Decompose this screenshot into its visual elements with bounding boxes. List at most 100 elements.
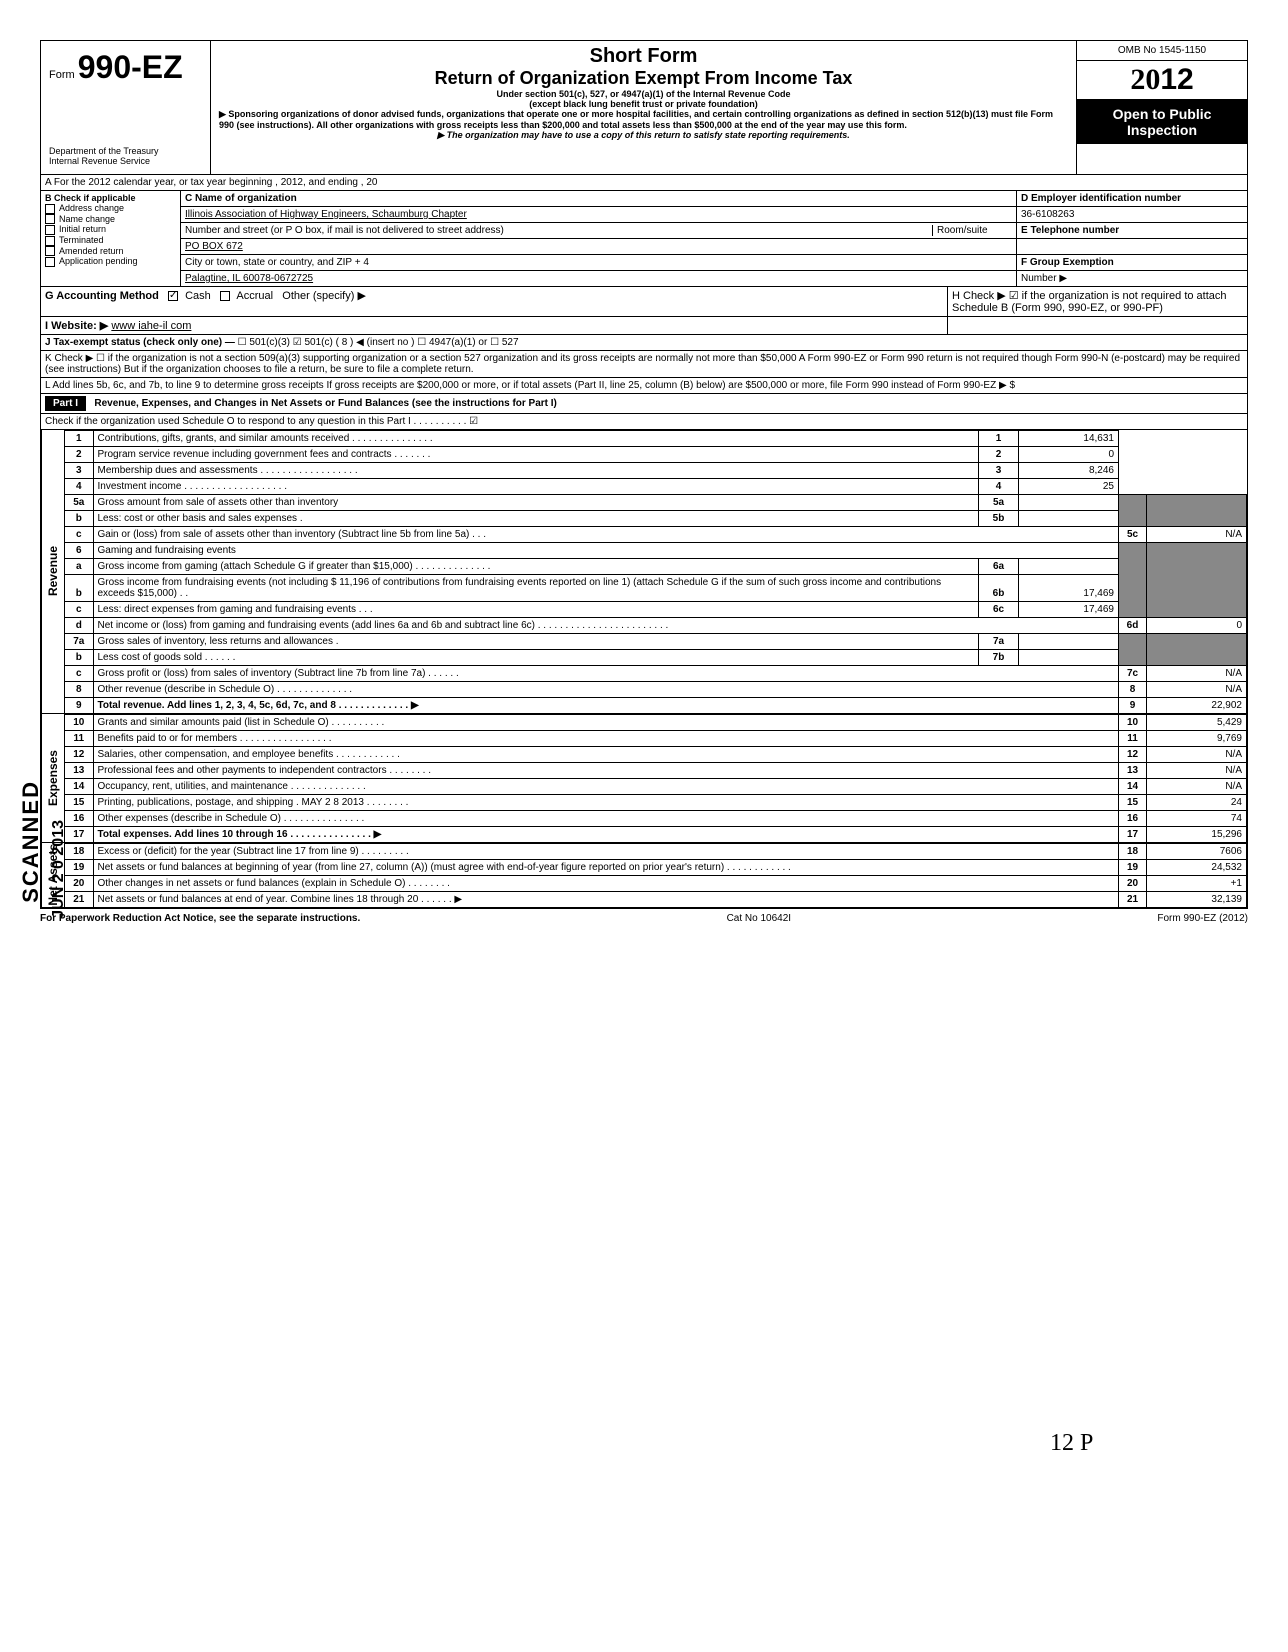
scanned-stamp: SCANNED — [18, 780, 44, 903]
part1-check-o: Check if the organization used Schedule … — [41, 414, 1247, 430]
revenue-side-label: Revenue — [41, 430, 65, 714]
section-k: K Check ▶ ☐ if the organization is not a… — [41, 351, 1247, 378]
city-value: Palagtine, IL 60078-0672725 — [181, 271, 1016, 286]
line-6d: dNet income or (loss) from gaming and fu… — [65, 618, 1247, 634]
line-5c: cGain or (loss) from sale of assets othe… — [65, 527, 1247, 543]
title-cell: Short Form Return of Organization Exempt… — [211, 41, 1077, 174]
room-label: Room/suite — [932, 225, 1012, 236]
section-h: H Check ▶ ☑ if the organization is not r… — [947, 287, 1247, 316]
line-6c: cLess: direct expenses from gaming and f… — [65, 602, 1247, 618]
line-16: 16Other expenses (describe in Schedule O… — [65, 811, 1247, 827]
line-6b: bGross income from fundraising events (n… — [65, 575, 1247, 602]
section-l: L Add lines 5b, 6c, and 7b, to line 9 to… — [41, 378, 1247, 394]
line-12: 12Salaries, other compensation, and empl… — [65, 747, 1247, 763]
accrual-label: Accrual — [236, 290, 273, 302]
dept-irs: Internal Revenue Service — [49, 156, 202, 166]
header-row: Form 990-EZ Department of the Treasury I… — [41, 41, 1247, 175]
section-b: B Check if applicable Address change Nam… — [41, 191, 181, 286]
line-3: 3Membership dues and assessments . . . .… — [65, 463, 1247, 479]
line-6a: aGross income from gaming (attach Schedu… — [65, 559, 1247, 575]
section-c: C Name of organization Illinois Associat… — [181, 191, 1017, 286]
line-11: 11Benefits paid to or for members . . . … — [65, 731, 1247, 747]
subtitle-4: ▶ The organization may have to use a cop… — [219, 130, 1068, 141]
right-box: OMB No 1545-1150 2012 Open to Public Ins… — [1077, 41, 1247, 174]
year-suffix: 12 — [1160, 63, 1193, 96]
po-box: PO BOX 672 — [181, 239, 1016, 255]
section-a: A For the 2012 calendar year, or tax yea… — [41, 175, 1247, 191]
cb-pending[interactable]: Application pending — [45, 256, 176, 267]
phone-value — [1017, 239, 1247, 255]
inspection-label: Inspection — [1083, 122, 1241, 138]
j-label: J Tax-exempt status (check only one) — — [45, 337, 235, 348]
i-label: I Website: ▶ — [45, 320, 108, 332]
line-6: 6Gaming and fundraising events — [65, 543, 1247, 559]
subtitle-2: (except black lung benefit trust or priv… — [219, 99, 1068, 109]
line-14: 14Occupancy, rent, utilities, and mainte… — [65, 779, 1247, 795]
c-addr-row: Number and street (or P O box, if mail i… — [181, 223, 1016, 239]
cb-cash[interactable] — [168, 291, 178, 301]
section-f-num: Number ▶ — [1017, 271, 1247, 286]
part1-header: Part I Revenue, Expenses, and Changes in… — [41, 394, 1247, 414]
dept-treasury: Department of the Treasury — [49, 146, 202, 156]
cb-name[interactable]: Name change — [45, 214, 176, 225]
h-cont — [947, 317, 1247, 334]
netassets-group: Net Assets 18Excess or (deficit) for the… — [41, 843, 1247, 908]
expenses-group: Expenses 10Grants and similar amounts pa… — [41, 714, 1247, 843]
cb-amended[interactable]: Amended return — [45, 246, 176, 257]
line-19: 19Net assets or fund balances at beginni… — [65, 860, 1247, 876]
line-7c: cGross profit or (loss) from sales of in… — [65, 666, 1247, 682]
footer-right: Form 990-EZ (2012) — [1157, 913, 1248, 924]
section-e-label: E Telephone number — [1017, 223, 1247, 239]
expenses-table: 10Grants and similar amounts paid (list … — [65, 714, 1247, 843]
handwriting: 12 P — [1050, 1430, 1093, 1457]
line-13: 13Professional fees and other payments t… — [65, 763, 1247, 779]
line-2: 2Program service revenue including gover… — [65, 447, 1247, 463]
cash-label: Cash — [185, 290, 211, 302]
org-name: Illinois Association of Highway Engineer… — [181, 207, 1016, 223]
form-prefix: Form — [49, 69, 75, 81]
sections-bcdef: B Check if applicable Address change Nam… — [41, 191, 1247, 287]
other-label: Other (specify) ▶ — [282, 290, 366, 302]
part1-label: Part I — [45, 396, 86, 411]
footer: For Paperwork Reduction Act Notice, see … — [40, 909, 1248, 928]
cb-accrual[interactable] — [220, 291, 230, 301]
line-20: 20Other changes in net assets or fund ba… — [65, 876, 1247, 892]
revenue-table: 1Contributions, gifts, grants, and simil… — [65, 430, 1247, 714]
line-5a: 5aGross amount from sale of assets other… — [65, 495, 1247, 511]
cb-initial[interactable]: Initial return — [45, 224, 176, 235]
c-city-label: City or town, state or country, and ZIP … — [181, 255, 1016, 271]
sections-gh: G Accounting Method Cash Accrual Other (… — [41, 287, 1247, 317]
section-g: G Accounting Method Cash Accrual Other (… — [41, 287, 947, 316]
footer-mid: Cat No 10642I — [727, 913, 792, 924]
tax-year: 2012 — [1077, 61, 1247, 100]
line-8: 8Other revenue (describe in Schedule O) … — [65, 682, 1247, 698]
line-5b: bLess: cost or other basis and sales exp… — [65, 511, 1247, 527]
sections-def: D Employer identification number 36-6108… — [1017, 191, 1247, 286]
part1-title: Revenue, Expenses, and Changes in Net As… — [94, 398, 557, 409]
c-name-label: C Name of organization — [181, 191, 1016, 207]
open-label: Open to Public — [1083, 106, 1241, 122]
main-title: Return of Organization Exempt From Incom… — [219, 68, 1068, 89]
j-opts: ☐ 501(c)(3) ☑ 501(c) ( 8 ) ◀ (insert no … — [238, 337, 519, 348]
section-d-label: D Employer identification number — [1017, 191, 1247, 207]
subtitle-1: Under section 501(c), 527, or 4947(a)(1)… — [219, 89, 1068, 99]
c-addr-label: Number and street (or P O box, if mail i… — [185, 225, 932, 236]
line-10: 10Grants and similar amounts paid (list … — [65, 715, 1247, 731]
section-f-label: F Group Exemption — [1017, 255, 1247, 271]
line-4: 4Investment income . . . . . . . . . . .… — [65, 479, 1247, 495]
line-18: 18Excess or (deficit) for the year (Subt… — [65, 844, 1247, 860]
cb-terminated[interactable]: Terminated — [45, 235, 176, 246]
cb-address[interactable]: Address change — [45, 203, 176, 214]
ein-value: 36-6108263 — [1017, 207, 1247, 223]
subtitle-3: ▶ Sponsoring organizations of donor advi… — [219, 109, 1068, 130]
line-17: 17Total expenses. Add lines 10 through 1… — [65, 827, 1247, 843]
short-form-label: Short Form — [219, 45, 1068, 68]
revenue-group: Revenue 1Contributions, gifts, grants, a… — [41, 430, 1247, 714]
line-1: 1Contributions, gifts, grants, and simil… — [65, 431, 1247, 447]
line-9: 9Total revenue. Add lines 1, 2, 3, 4, 5c… — [65, 698, 1247, 714]
form-id-cell: Form 990-EZ Department of the Treasury I… — [41, 41, 211, 174]
line-7a: 7aGross sales of inventory, less returns… — [65, 634, 1247, 650]
omb-number: OMB No 1545-1150 — [1077, 41, 1247, 61]
open-public: Open to Public Inspection — [1077, 100, 1247, 144]
g-label: G Accounting Method — [45, 290, 159, 302]
